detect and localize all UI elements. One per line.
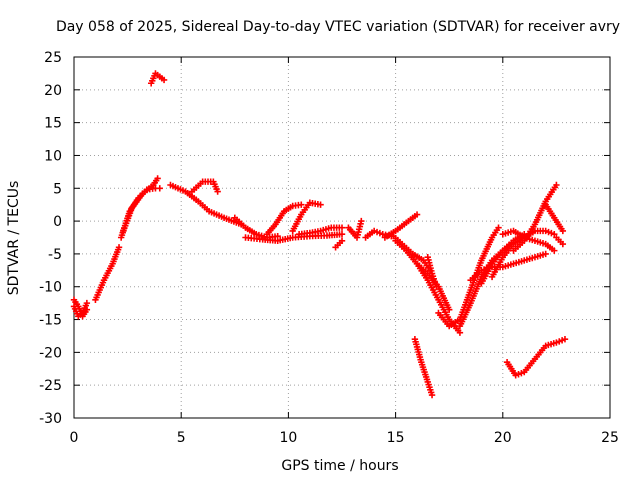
data-point <box>338 224 346 231</box>
x-axis-label: GPS time / hours <box>281 458 398 474</box>
y-tick-label: 25 <box>44 50 62 66</box>
series-seg-k <box>263 201 305 238</box>
data-point <box>115 244 123 251</box>
series-seg-af <box>503 336 569 379</box>
series-seg-ac <box>510 181 560 254</box>
data-point <box>160 76 168 84</box>
series-seg-n <box>332 237 346 251</box>
data-point <box>553 181 560 189</box>
data-point <box>559 227 567 235</box>
y-tick-label: 20 <box>44 83 62 99</box>
data-point <box>156 185 163 192</box>
data-point <box>542 250 549 258</box>
series-seg-v <box>411 336 436 399</box>
series-seg-ad <box>553 234 567 248</box>
grid-lines <box>74 57 610 418</box>
data-point <box>456 329 464 336</box>
series-seg-ae <box>542 201 567 235</box>
x-tick-label: 10 <box>279 430 297 446</box>
data-point <box>551 247 558 254</box>
series-seg-q <box>381 211 421 241</box>
y-tick-label: 0 <box>53 214 62 230</box>
series-seg-c <box>92 244 123 304</box>
y-axis-label: SDTVAR / TECUs <box>6 181 22 296</box>
x-tick-label: 15 <box>387 430 405 446</box>
y-tick-label: 10 <box>44 148 62 164</box>
chart-title: Day 058 of 2025, Sidereal Day-to-day VTE… <box>56 19 620 35</box>
y-tick-label: -20 <box>39 345 62 361</box>
data-point <box>433 283 440 290</box>
series-seg-f <box>147 70 168 87</box>
data-point <box>317 201 324 208</box>
series-seg-m <box>295 224 346 238</box>
y-tick-label: 5 <box>53 181 62 197</box>
data-point <box>83 299 91 307</box>
data-point <box>338 231 346 238</box>
x-tick-label: 0 <box>70 430 79 446</box>
data-point <box>495 224 502 231</box>
data-point <box>214 188 221 195</box>
series-seg-o <box>345 217 365 241</box>
series-seg-u <box>424 253 440 290</box>
data-point <box>428 391 436 399</box>
data-point <box>338 237 346 244</box>
data-point <box>358 217 365 225</box>
y-tick-label: 15 <box>44 116 62 132</box>
data-point <box>154 175 161 182</box>
x-axis-ticks: 0 5 10 15 20 25 <box>70 57 619 446</box>
series-seg-j <box>242 231 346 244</box>
plot-frame <box>73 56 611 419</box>
data-point <box>561 336 569 343</box>
x-tick-label: 5 <box>177 430 186 446</box>
series-seg-b <box>70 299 91 320</box>
series-seg-l <box>289 199 324 235</box>
data-point <box>551 231 558 238</box>
series-seg-h <box>188 178 221 195</box>
series-seg-e <box>120 175 161 235</box>
x-tick-label: 25 <box>601 430 619 446</box>
y-tick-label: -15 <box>39 313 62 329</box>
y-tick-label: -30 <box>39 411 62 427</box>
data-point <box>559 240 567 248</box>
y-tick-label: -5 <box>48 247 62 263</box>
y-tick-label: -10 <box>39 280 62 296</box>
y-axis-ticks: -30 -25 -20 -15 -10 -5 0 5 10 15 20 25 <box>39 50 610 427</box>
series-seg-aa <box>488 227 558 281</box>
data-point <box>298 201 305 208</box>
data-point <box>413 211 421 218</box>
data-point <box>446 306 453 313</box>
data-points <box>70 70 569 399</box>
y-tick-label: -25 <box>39 378 62 394</box>
x-tick-label: 20 <box>494 430 512 446</box>
